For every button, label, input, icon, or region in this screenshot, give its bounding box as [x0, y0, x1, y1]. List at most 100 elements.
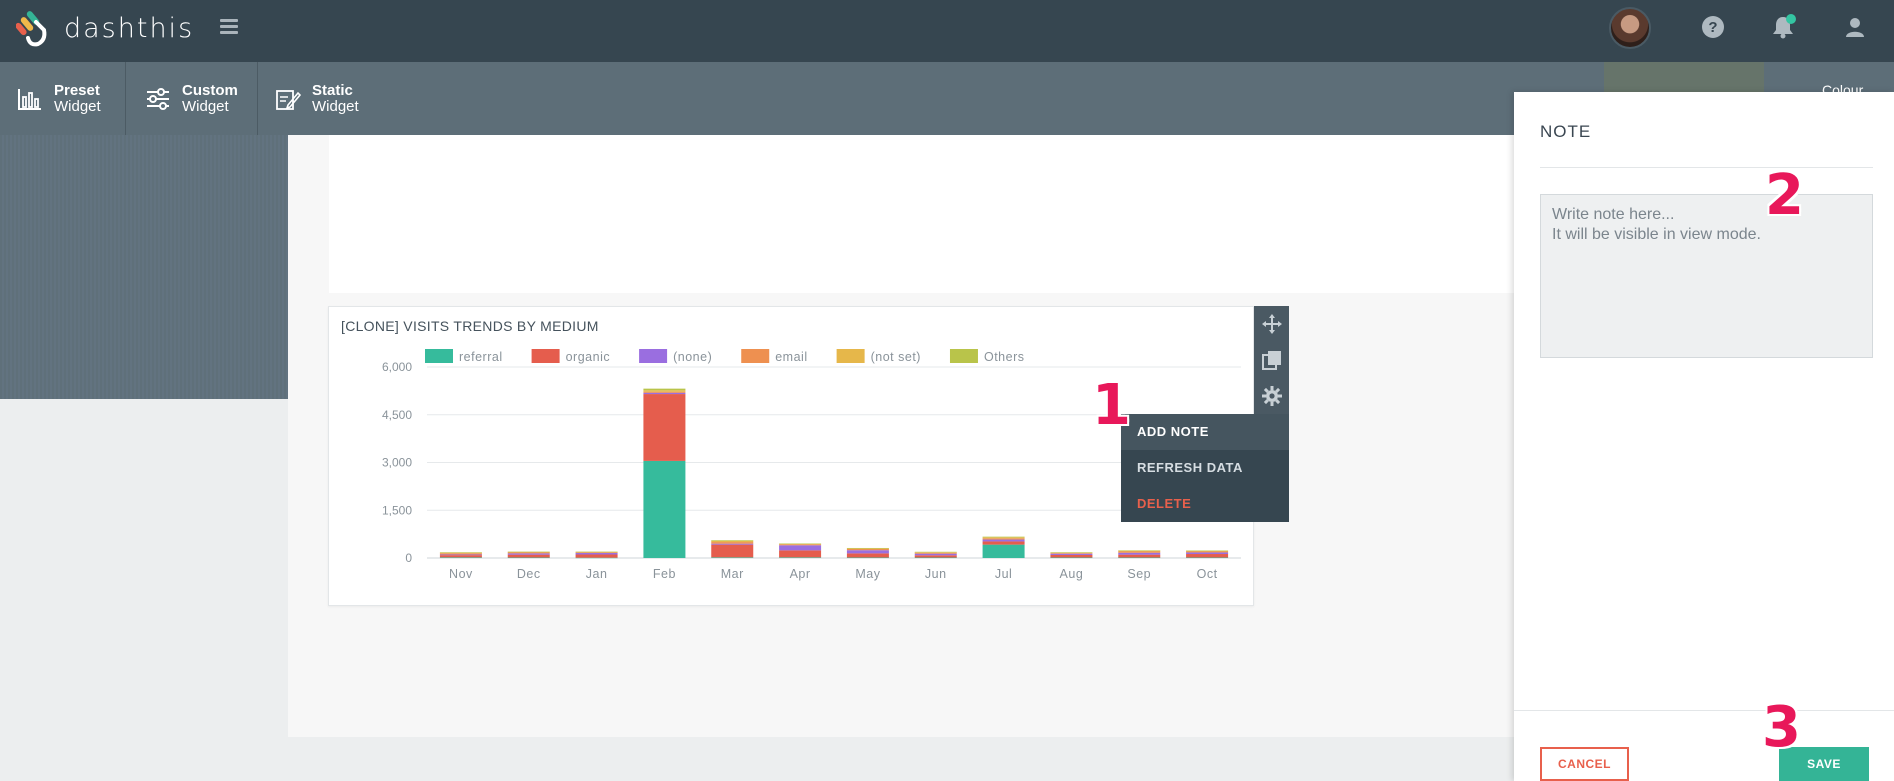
- note-panel: NOTE CANCEL SAVE: [1514, 92, 1894, 781]
- sliders-icon: [147, 87, 169, 110]
- bar-segment: [575, 552, 618, 555]
- help-icon[interactable]: ?: [1700, 14, 1726, 40]
- bar-segment: [1118, 550, 1161, 552]
- bar-segment: [846, 553, 889, 558]
- widget-toolbar: Preset Widget Custom Widget Static Widget: [0, 62, 1894, 135]
- bar-segment: [1050, 552, 1093, 553]
- static-widget-title: Static: [312, 81, 353, 99]
- bar-segment: [779, 544, 822, 546]
- legend-label: referral: [459, 350, 503, 364]
- bar-chart-icon: [18, 88, 41, 110]
- bar-segment: [982, 539, 1025, 542]
- legend-swatch: [741, 349, 770, 363]
- refresh-data-menu-item[interactable]: REFRESH DATA: [1137, 460, 1243, 475]
- bar-segment: [575, 554, 618, 558]
- bar-segment: [1186, 551, 1229, 553]
- bar-segment: [1186, 554, 1229, 558]
- bar-segment: [779, 557, 822, 558]
- stacked-bar-chart: referral organic (none) email (not set) Other…: [382, 349, 1241, 581]
- y-tick-label: 0: [405, 551, 412, 565]
- widget-context-menu: ADD NOTE REFRESH DATA DELETE: [1121, 414, 1289, 522]
- legend-label: Others: [984, 350, 1025, 364]
- preset-widget-button[interactable]: Preset Widget: [0, 62, 126, 135]
- note-textarea[interactable]: [1540, 194, 1873, 358]
- panel-footer-divider: [1514, 710, 1894, 711]
- step-marker-2: 2: [1765, 163, 1804, 228]
- bar-segment: [507, 551, 550, 553]
- bar-segment: [711, 543, 754, 545]
- bar-segment: [846, 550, 889, 554]
- gear-icon[interactable]: [1254, 378, 1289, 414]
- bell-icon[interactable]: [1770, 14, 1796, 40]
- x-tick-label: May: [855, 567, 880, 581]
- bar-segment: [779, 543, 822, 545]
- cancel-button[interactable]: CANCEL: [1540, 747, 1629, 781]
- y-tick-label: 6,000: [382, 360, 412, 374]
- bar-segment: [575, 551, 618, 553]
- legend-label: organic: [566, 350, 611, 364]
- bar-segment: [1118, 550, 1161, 551]
- x-tick-label: Sep: [1127, 567, 1151, 581]
- bar-segment: [1050, 552, 1093, 554]
- bar-segment: [1118, 554, 1161, 558]
- bar-segment: [507, 557, 550, 559]
- bar-segment: [439, 555, 482, 558]
- bar-segment: [1118, 552, 1161, 555]
- custom-widget-button[interactable]: Custom Widget: [126, 62, 258, 135]
- user-icon[interactable]: [1842, 14, 1868, 40]
- preset-widget-title: Preset: [54, 81, 100, 99]
- widget-title: [CLONE] VISITS TRENDS BY MEDIUM: [341, 318, 599, 334]
- bar-segment: [1050, 554, 1093, 558]
- bar-segment: [711, 540, 754, 541]
- bar-segment: [643, 460, 686, 558]
- bar-segment: [439, 554, 482, 556]
- y-tick-label: 4,500: [382, 408, 412, 422]
- bar-segment: [1118, 557, 1161, 559]
- dashthis-logo-icon: [16, 11, 47, 47]
- x-tick-label: Nov: [449, 567, 473, 581]
- x-tick-label: Feb: [653, 567, 676, 581]
- bar-segment: [575, 552, 618, 553]
- visits-trends-widget[interactable]: [CLONE] VISITS TRENDS BY MEDIUM referral…: [328, 306, 1254, 606]
- bar-segment: [982, 541, 1025, 545]
- bar-segment: [507, 554, 550, 558]
- bar-segment: [575, 551, 618, 553]
- legend-label: (not set): [871, 350, 921, 364]
- bar-segment: [846, 547, 889, 549]
- bar-segment: [439, 552, 482, 553]
- move-icon[interactable]: [1254, 306, 1289, 342]
- bar-segment: [914, 553, 957, 556]
- bar-segment: [643, 390, 686, 392]
- save-button[interactable]: SAVE: [1779, 747, 1869, 781]
- edit-icon: [276, 89, 302, 110]
- bar-segment: [643, 394, 686, 461]
- empty-widget: [329, 135, 1514, 293]
- user-avatar[interactable]: [1609, 7, 1651, 49]
- sidebar-background: [0, 135, 288, 399]
- svg-text:?: ?: [1708, 19, 1717, 36]
- bar-segment: [507, 551, 550, 553]
- legend-label: (none): [673, 350, 712, 364]
- note-panel-title: NOTE: [1540, 122, 1592, 141]
- delete-menu-item[interactable]: DELETE: [1137, 496, 1192, 511]
- static-widget-button[interactable]: Static Widget: [258, 62, 384, 135]
- bar-segment: [779, 550, 822, 558]
- bar-segment: [914, 555, 957, 558]
- dashthis-logo[interactable]: dashthis: [16, 8, 194, 48]
- bar-segment: [779, 545, 822, 551]
- step-marker-3: 3: [1762, 695, 1801, 760]
- hamburger-icon[interactable]: [220, 19, 238, 35]
- legend-swatch: [836, 349, 865, 363]
- legend-swatch: [531, 349, 560, 363]
- legend-swatch: [639, 349, 668, 363]
- y-tick-label: 1,500: [382, 503, 412, 517]
- bar-segment: [643, 391, 686, 393]
- bar-segment: [1118, 551, 1161, 553]
- add-note-menu-item[interactable]: ADD NOTE: [1121, 414, 1289, 450]
- custom-widget-subtitle: Widget: [182, 97, 229, 115]
- bar-segment: [779, 543, 822, 545]
- bar-segment: [643, 388, 686, 391]
- bar-segment: [1186, 552, 1229, 555]
- copy-icon[interactable]: [1254, 342, 1289, 378]
- bar-segment: [575, 557, 618, 559]
